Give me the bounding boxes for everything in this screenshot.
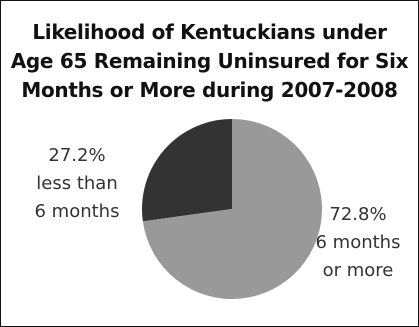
chart-title-line-3: Months or More during 2007-2008 — [21, 78, 398, 102]
pie-slice-less-than-6-months — [142, 119, 232, 222]
slice-text-line-1: less than — [36, 173, 118, 194]
pie-slice-6-months-or-more — [142, 119, 323, 299]
slice-percent-less-than-6-months: 27.2% — [48, 145, 106, 166]
slice-text-line-1: 6 months — [315, 232, 401, 253]
slice-label-6-months-or-more: 72.8% 6 months or more — [308, 201, 408, 285]
slice-text-line-2: or more — [322, 260, 394, 281]
slice-label-less-than-6-months: 27.2% less than 6 months — [22, 142, 132, 226]
chart-title: Likelihood of Kentuckians under Age 65 R… — [0, 18, 419, 105]
slice-percent-6-months-or-more: 72.8% — [329, 204, 387, 225]
slice-text-line-2: 6 months — [34, 201, 120, 222]
chart-title-line-1: Likelihood of Kentuckians under — [32, 20, 387, 44]
chart-title-line-2: Age 65 Remaining Uninsured for Six — [10, 49, 409, 73]
